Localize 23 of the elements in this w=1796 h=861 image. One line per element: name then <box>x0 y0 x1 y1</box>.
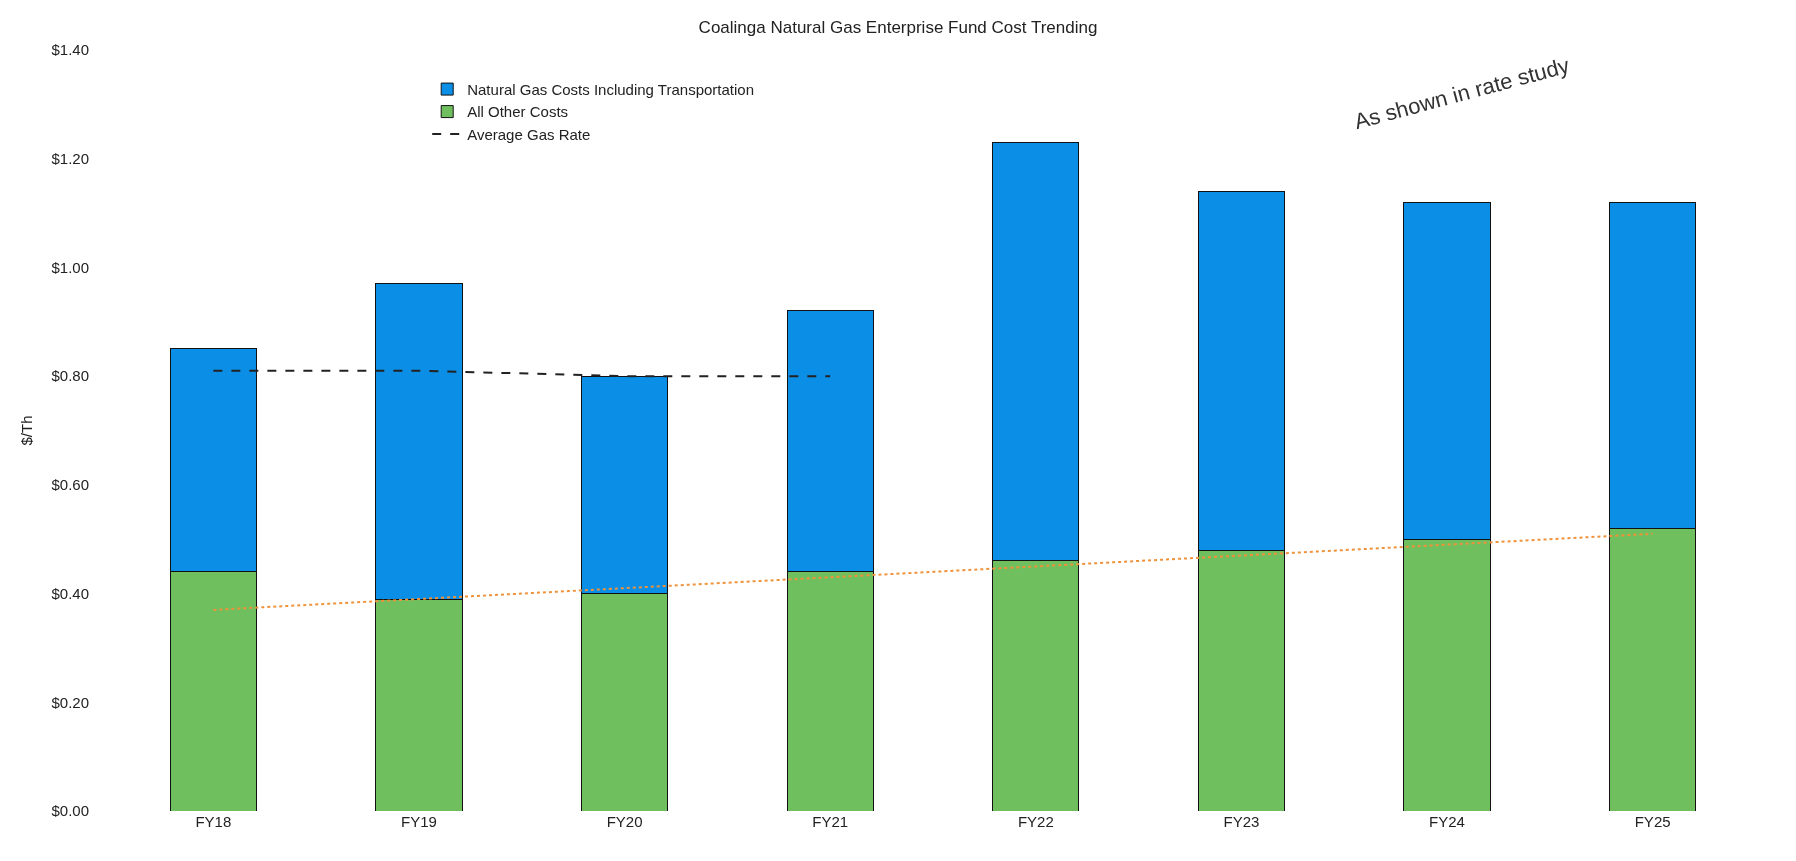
x-tick-label: FY22 <box>1017 813 1054 830</box>
x-tick-label: FY21 <box>812 813 849 830</box>
y-tick-label: $0.00 <box>51 802 89 820</box>
x-tick-label: FY19 <box>401 813 437 830</box>
annotation: As shown in rate study <box>1351 52 1572 135</box>
x-tick-label: FY20 <box>606 813 643 830</box>
legend-label: Average Gas Rate <box>467 125 591 143</box>
x-tick-label: FY18 <box>195 813 232 830</box>
y-tick-label: $0.20 <box>51 693 89 711</box>
y-tick-label: $1.00 <box>51 258 89 276</box>
y-tick-label: $1.20 <box>51 149 89 167</box>
chart-title: Coalinga Natural Gas Enterprise Fund Cost Trending <box>698 18 1098 38</box>
y-tick-label: $0.40 <box>51 584 89 602</box>
y-tick-label: $0.80 <box>51 367 89 385</box>
line-series <box>212 532 1654 611</box>
x-tick-label: FY25 <box>1634 813 1671 830</box>
y-tick-label: $0.60 <box>51 476 89 494</box>
legend-label: All Other Costs <box>467 103 569 121</box>
y-tick-label: $1.40 <box>51 41 89 59</box>
x-tick-label: FY23 <box>1223 813 1260 830</box>
y-axis-title: $/Th <box>17 415 35 446</box>
legend-label: Natural Gas Costs Including Transportation <box>467 80 755 98</box>
x-tick-label: FY24 <box>1429 813 1465 830</box>
